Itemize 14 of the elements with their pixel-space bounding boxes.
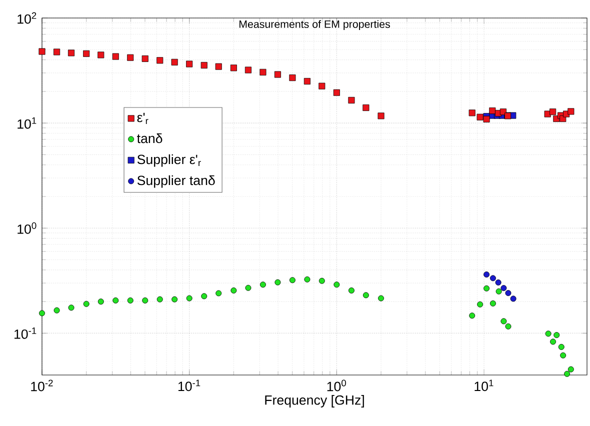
y-tick-label: 10$^{2}$	[18, 12, 36, 24]
chart-title: Measurements of EM properties	[240, 20, 390, 30]
x-axis-title: Frequency [GHz]	[265, 395, 364, 408]
legend-label: tanδ	[137, 133, 162, 144]
x-tick-label: 10$^{0}$	[327, 380, 346, 392]
y-tick-label: 10$^{0}$	[18, 222, 36, 234]
x-tick-label: 10$^{-1}$	[178, 380, 200, 392]
legend-label: ε'$_{r}$	[137, 112, 148, 124]
x-tick-label: 10$^{-2}$	[31, 380, 53, 392]
legend-label: Supplier tanδ	[137, 175, 215, 188]
legend-label: Supplier ε'$_{r}$	[137, 154, 201, 167]
y-tick-label: 10$^{-1}$	[14, 328, 36, 339]
y-tick-label: 10$^{1}$	[18, 117, 36, 129]
x-tick-label: 10$^{1}$	[474, 380, 494, 392]
